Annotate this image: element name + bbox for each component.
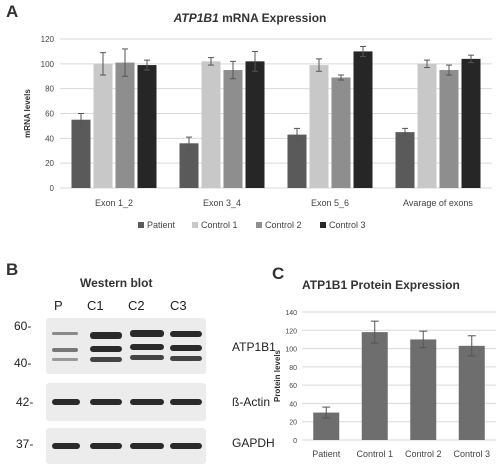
- band: [130, 443, 164, 449]
- row-label-gapdh: GAPDH: [232, 436, 275, 450]
- y-axis-label: Protein levels: [273, 349, 282, 402]
- band: [90, 346, 122, 352]
- chart-a-title: ATP1B1 mRNA Expression: [0, 11, 500, 25]
- band: [130, 330, 164, 337]
- chart-a-title-gene: ATP1B1: [173, 11, 219, 25]
- row-label-atp1b1: ATP1B1: [232, 340, 276, 354]
- x-tick-label: Patient: [312, 449, 341, 459]
- y-tick-label: 0: [50, 184, 55, 193]
- chart-a-title-rest: mRNA Expression: [218, 11, 327, 25]
- x-tick-label: Exon 3_4: [203, 198, 241, 208]
- bar-patient: [71, 119, 91, 188]
- protein-expression-chart: 0 20 40 60 80 100 120 140 Protein levels Patient C…: [273, 310, 496, 459]
- y-tick-label: 20: [45, 159, 54, 168]
- bar-patient: [179, 143, 199, 188]
- y-tick-label: 60: [45, 110, 54, 119]
- legend-swatch: [256, 222, 262, 228]
- bar-patient: [287, 134, 307, 188]
- band: [170, 399, 202, 405]
- band: [52, 358, 78, 361]
- band: [170, 331, 202, 337]
- bar-control-2: [331, 77, 351, 188]
- band: [52, 348, 78, 352]
- band: [130, 355, 164, 360]
- bar-control-1: [309, 65, 329, 188]
- bar: [410, 339, 437, 440]
- marker-42: 42-: [16, 395, 34, 409]
- bar: [458, 345, 485, 440]
- bar-control-3: [245, 61, 265, 188]
- y-tick-label: 120: [285, 328, 297, 335]
- band: [130, 344, 164, 350]
- legend-swatch: [320, 222, 326, 228]
- mrna-expression-chart: 0 20 40 60 80 100 120 mRNA levels Exon 1_2 Exon 3…: [23, 35, 492, 230]
- band: [90, 332, 122, 339]
- bar-control-1: [417, 63, 437, 189]
- lane-label-c3: C3: [170, 298, 187, 313]
- band: [130, 399, 164, 405]
- y-tick-label: 40: [45, 134, 54, 143]
- bar-control-3: [461, 58, 481, 188]
- y-tick-label: 120: [41, 35, 55, 44]
- y-tick-label: 60: [289, 383, 297, 390]
- legend-swatch: [192, 222, 198, 228]
- y-tick-label: 100: [285, 347, 297, 354]
- legend-swatch: [138, 222, 144, 228]
- panel-b-letter: B: [6, 260, 19, 279]
- bar-control-2: [115, 62, 135, 188]
- bar-control-3: [353, 51, 373, 188]
- band: [52, 332, 78, 335]
- chart-c-title: ATP1B1 Protein Expression: [302, 278, 460, 292]
- row-label-b-actin: ß-Actin: [232, 395, 271, 409]
- y-tick-label: 80: [289, 365, 297, 372]
- bar-patient: [395, 132, 415, 188]
- blot-atp1b1: [46, 318, 206, 374]
- band: [90, 357, 122, 362]
- legend-label: Control 1: [201, 220, 238, 230]
- lane-label-c2: C2: [128, 298, 145, 313]
- lane-label-p: P: [54, 298, 63, 313]
- y-tick-label: 40: [289, 401, 297, 408]
- blot-b-actin: [46, 383, 206, 421]
- bar: [361, 332, 388, 440]
- y-tick-label: 0: [293, 438, 297, 445]
- x-tick-label: Exon 5_6: [311, 198, 349, 208]
- marker-60: 60-: [14, 319, 32, 333]
- band: [170, 345, 202, 351]
- x-tick-label: Control 2: [405, 449, 442, 459]
- marker-37: 37-: [16, 437, 34, 451]
- band: [170, 443, 202, 449]
- x-tick-label: Control 3: [453, 449, 490, 459]
- y-axis-label: mRNA levels: [23, 89, 32, 138]
- legend-label: Patient: [147, 220, 176, 230]
- bar-control-1: [201, 61, 221, 188]
- x-tick-label: Exon 1_2: [95, 198, 133, 208]
- band: [52, 399, 80, 405]
- legend-label: Control 2: [265, 220, 302, 230]
- bar-control-2: [439, 70, 459, 188]
- panel-a-letter: A: [6, 2, 19, 21]
- lane-label-c1: C1: [87, 298, 104, 313]
- bar-control-3: [137, 65, 157, 188]
- panel-c-letter: C: [272, 264, 285, 283]
- bar-control-1: [93, 63, 113, 189]
- x-tick-label: Control 1: [356, 449, 393, 459]
- band: [170, 356, 202, 361]
- legend-label: Control 3: [329, 220, 366, 230]
- y-tick-label: 140: [285, 310, 297, 317]
- band: [90, 443, 122, 449]
- blot-gapdh: [46, 428, 206, 464]
- x-tick-label: Avarage of exons: [403, 198, 473, 208]
- marker-40: 40-: [14, 356, 32, 370]
- y-tick-label: 100: [41, 60, 55, 69]
- western-blot-title: Western blot: [80, 276, 153, 290]
- y-tick-label: 80: [45, 85, 54, 94]
- bar-control-2: [223, 70, 243, 188]
- band: [90, 399, 122, 405]
- band: [52, 443, 80, 449]
- y-tick-label: 20: [289, 420, 297, 427]
